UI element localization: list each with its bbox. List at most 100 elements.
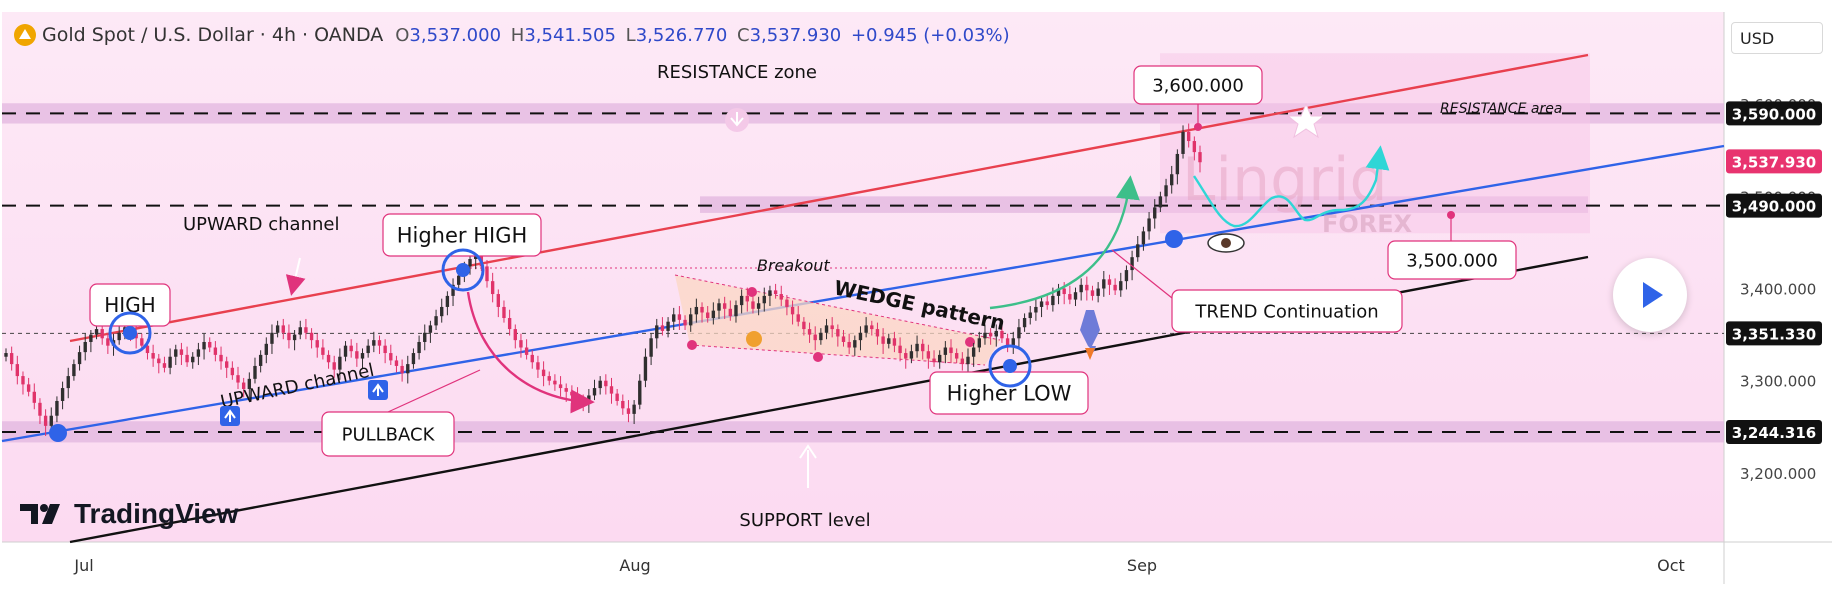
candle-body-194 [1102, 279, 1106, 289]
candle-body-0 [4, 353, 8, 357]
candle-body-41 [236, 375, 240, 383]
candle-body-136 [773, 290, 778, 295]
channel-pointer-arrow [285, 257, 306, 296]
currency-selector[interactable]: USD [1731, 22, 1823, 54]
candle-body-70 [400, 365, 404, 374]
candle-body-191 [1085, 284, 1089, 291]
candle-body-182 [1034, 306, 1038, 313]
candle-body-153 [870, 325, 874, 330]
candle-body-142 [807, 329, 812, 335]
channel-touch-point-0 [49, 424, 67, 442]
rocket-flame-icon [1085, 348, 1095, 360]
candle-body-53 [304, 327, 308, 333]
wedge-point-3 [813, 352, 823, 362]
candle-body-71 [406, 364, 410, 374]
candle-body-90 [513, 329, 517, 341]
candle-body-91 [519, 340, 523, 348]
label-target-3500: 3,500.000 [1387, 240, 1517, 280]
candle-body-16 [94, 329, 99, 335]
candle-body-190 [1079, 284, 1083, 293]
candle-body-130 [739, 295, 744, 306]
label-target-3500-text: 3,500.000 [1406, 250, 1498, 271]
tradingview-logo: TradingView [20, 498, 238, 530]
candle-body-201 [1141, 231, 1146, 245]
x-tick-Aug: Aug [619, 556, 650, 575]
candle-body-55 [315, 340, 319, 348]
price-tag-label-3,244.316: 3,244.316 [1732, 424, 1816, 442]
price-tag-label-3,590.000: 3,590.000 [1732, 105, 1816, 123]
candle-body-9 [55, 400, 59, 416]
candle-body-96 [547, 376, 551, 381]
candle-body-28 [162, 363, 167, 368]
candle-body-206 [1170, 174, 1174, 186]
candle-body-50 [287, 332, 291, 341]
candle-body-85 [485, 266, 489, 282]
candle-body-88 [502, 306, 506, 319]
candle-body-1 [9, 353, 14, 365]
candle-body-24 [140, 338, 144, 346]
candle-body-186 [1056, 288, 1061, 296]
candle-body-43 [247, 378, 252, 389]
x-tick-Oct: Oct [1657, 556, 1685, 575]
candle-body-51 [292, 334, 297, 341]
candle-body-211 [1198, 152, 1202, 163]
candle-body-178 [1011, 338, 1015, 346]
candle-body-57 [326, 354, 331, 363]
candle-body-86 [490, 281, 495, 295]
candle-body-155 [881, 336, 885, 344]
candle-body-29 [168, 356, 172, 368]
candle-body-126 [717, 303, 721, 311]
candle-body-204 [1158, 196, 1163, 208]
rocket-icon [1080, 310, 1100, 352]
label-higher-high-text: Higher HIGH [397, 224, 528, 248]
candle-body-35 [202, 341, 206, 350]
label-higher-high: Higher HIGH [382, 213, 542, 257]
label-upward-channel-top: UPWARD channel [183, 214, 339, 235]
candle-body-164 [932, 358, 936, 363]
circled-point-0 [108, 311, 152, 355]
candle-body-196 [1113, 284, 1117, 291]
candle-body-100 [570, 391, 574, 396]
candle-body-122 [694, 306, 699, 315]
label-support-level: SUPPORT level [739, 510, 870, 531]
candle-body-62 [355, 351, 359, 359]
candle-body-26 [151, 353, 155, 359]
candle-body-192 [1090, 290, 1095, 296]
candle-body-46 [264, 343, 268, 355]
axes-layer: 3,200.0003,300.0003,400.0003,500.0003,60… [73, 96, 1822, 575]
y-tick-3,200.000: 3,200.000 [1740, 465, 1816, 483]
candle-body-114 [649, 338, 653, 357]
play-button[interactable] [1613, 258, 1687, 332]
watermark-forex: FOREX [1322, 210, 1413, 238]
label-target-3600-text: 3,600.000 [1152, 75, 1244, 96]
candle-body-37 [213, 347, 218, 355]
candle-body-210 [1192, 141, 1197, 153]
symbol-title[interactable]: Gold Spot / U.S. Dollar · 4h · OANDA [42, 24, 384, 46]
candle-body-104 [592, 388, 597, 396]
label-target-3500-box [1387, 240, 1517, 280]
candle-body-160 [909, 351, 914, 359]
candle-body-129 [734, 305, 738, 317]
candle-body-209 [1186, 131, 1191, 142]
candle-body-157 [892, 338, 897, 346]
y-tick-3,400.000: 3,400.000 [1740, 281, 1816, 299]
candle-body-140 [796, 314, 800, 322]
candle-body-116 [660, 325, 665, 331]
candle-body-147 [836, 329, 840, 337]
candle-body-93 [530, 354, 534, 363]
candle-body-32 [185, 354, 189, 363]
candle-body-108 [615, 393, 619, 401]
candle-body-169 [960, 358, 965, 365]
candle-body-25 [145, 345, 150, 354]
resistance-trendline [69, 53, 1589, 343]
label-higher-high-box [382, 213, 542, 257]
up-marker-icon-1 [372, 383, 384, 396]
currency-label: USD [1740, 29, 1775, 48]
candle-body-5 [32, 391, 36, 403]
candle-body-123 [700, 306, 704, 313]
price-tag-3,244.316 [1726, 420, 1822, 445]
candle-body-207 [1175, 153, 1180, 175]
candle-body-87 [496, 294, 501, 307]
candle-body-111 [632, 404, 636, 414]
